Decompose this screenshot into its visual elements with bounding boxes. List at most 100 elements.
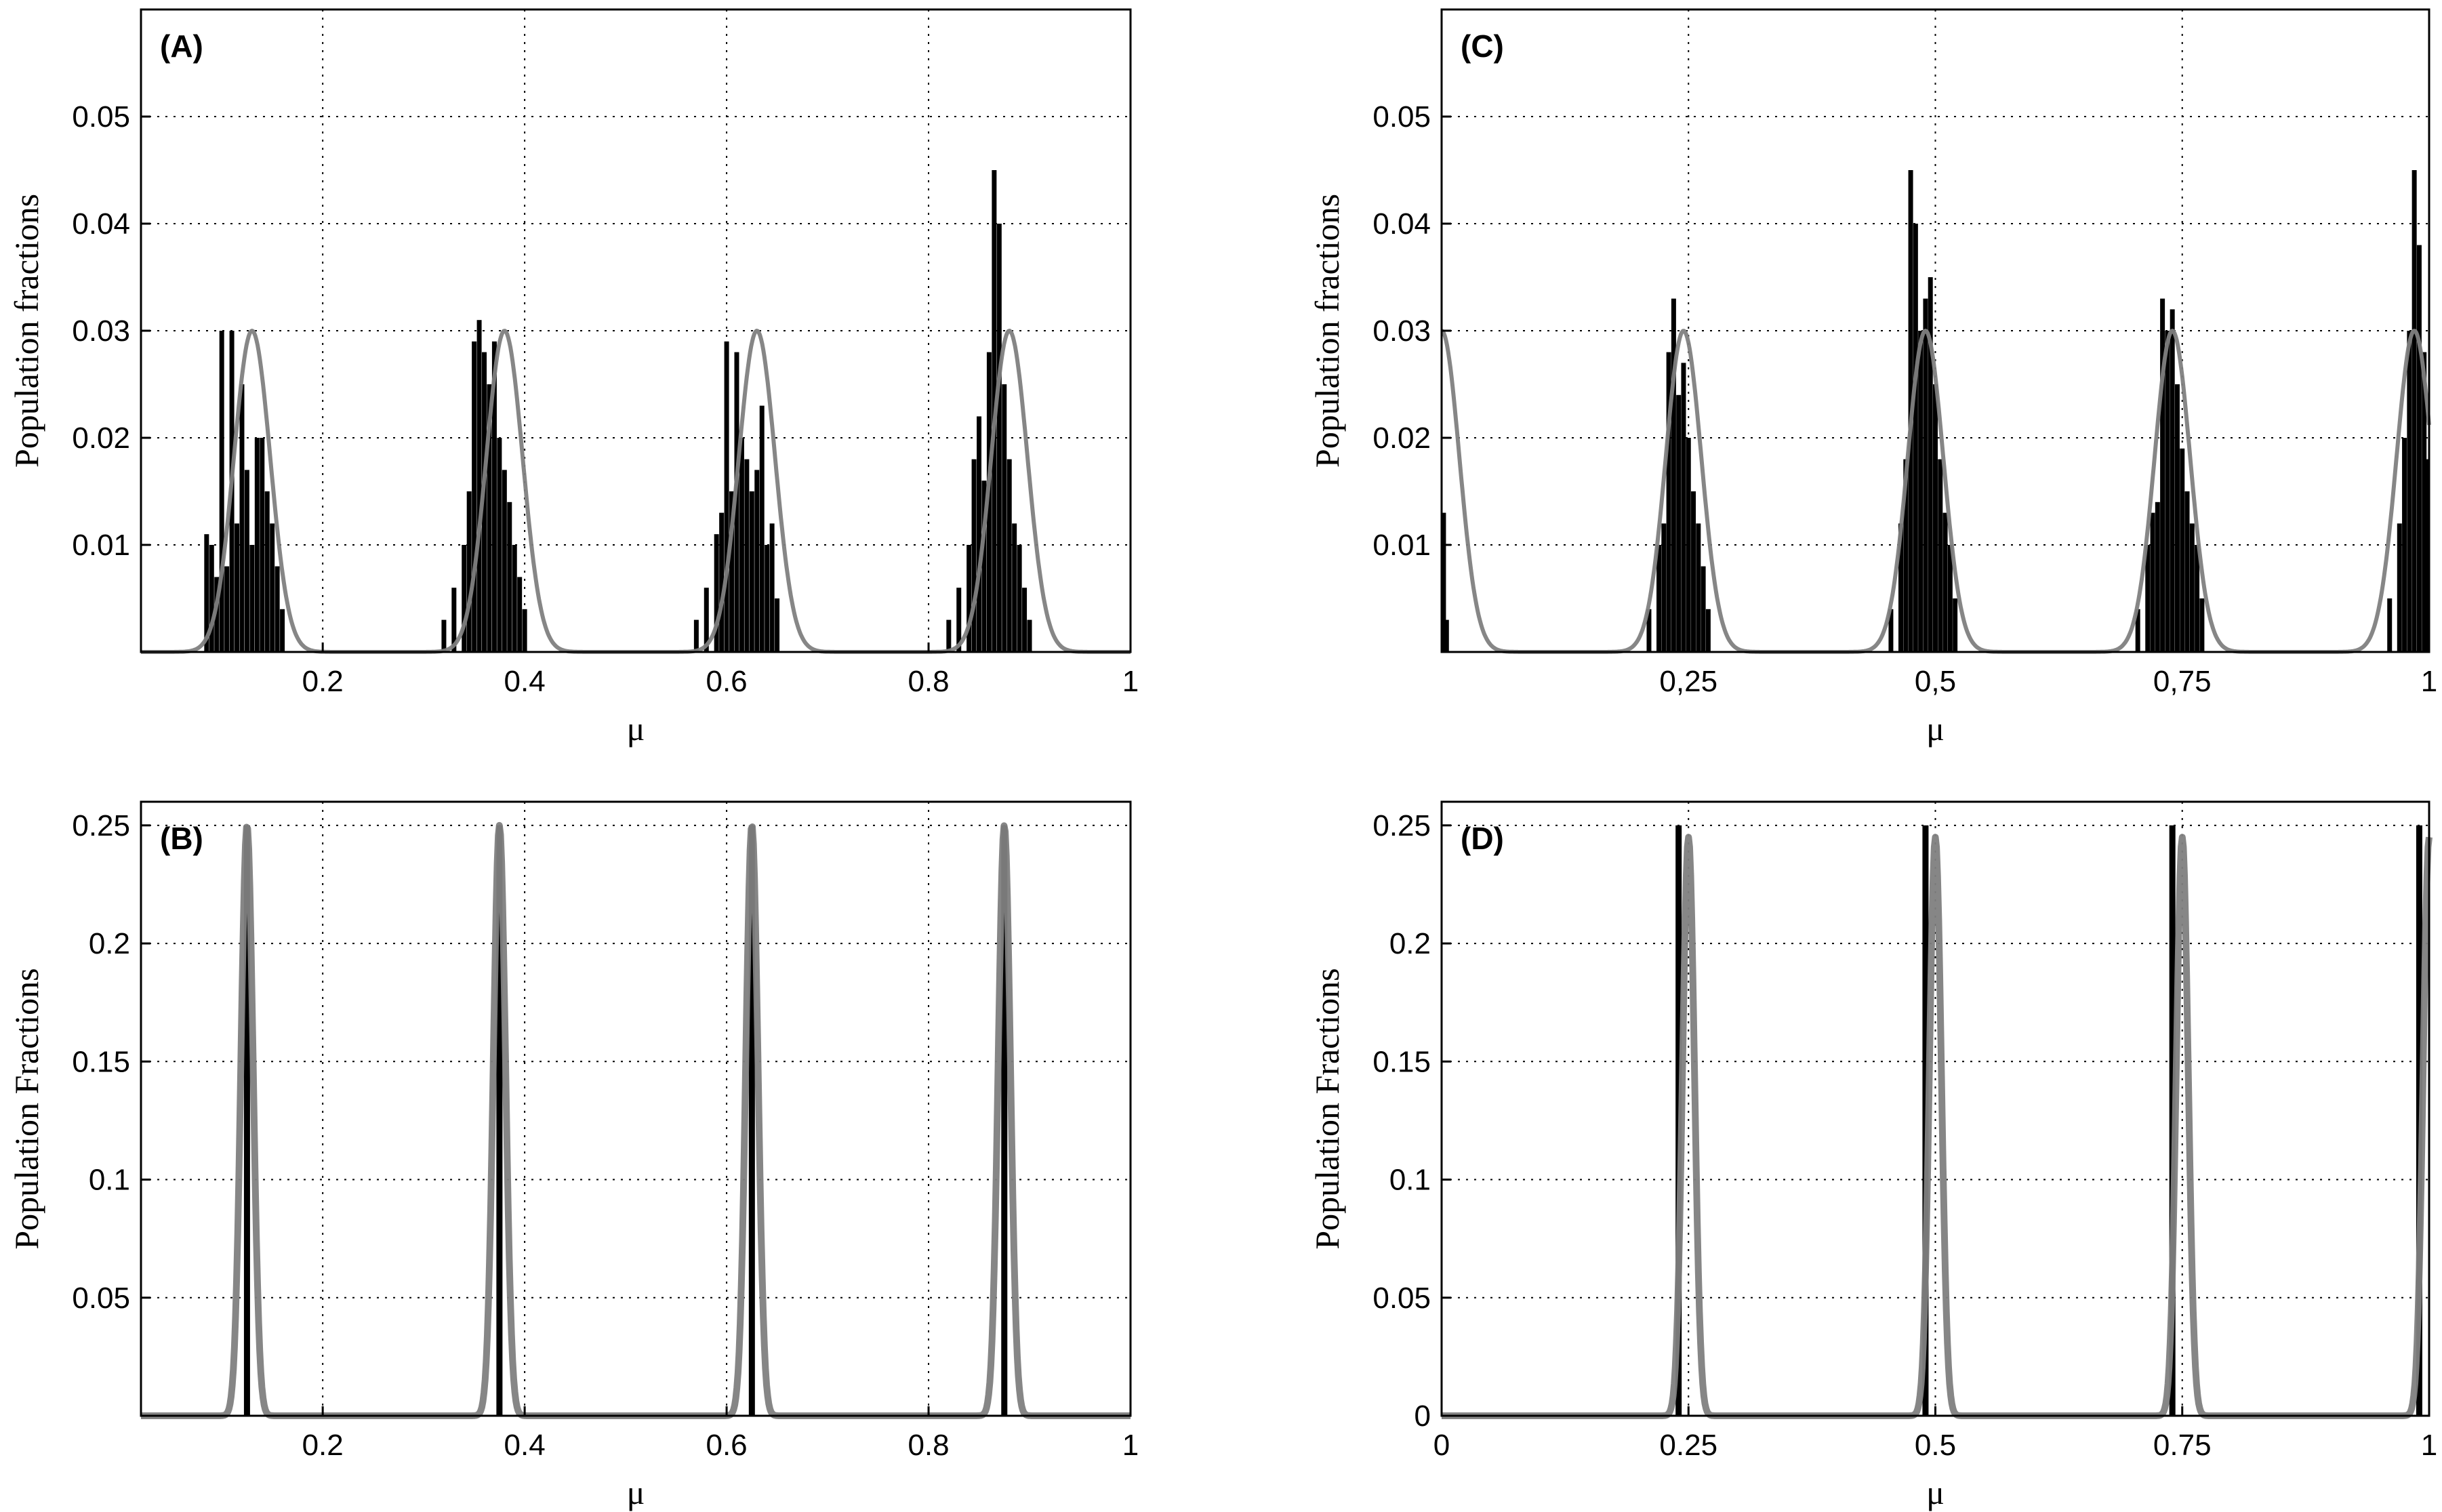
bar: [235, 523, 240, 652]
y-tick-label: 0.05: [1372, 100, 1431, 134]
y-tick-label: 0.02: [72, 422, 130, 455]
bar: [1701, 566, 1706, 652]
bar: [981, 481, 987, 652]
x-tick-label: 0,75: [2153, 665, 2212, 698]
bar: [244, 470, 249, 652]
bar: [1676, 394, 1682, 652]
bar: [209, 545, 214, 652]
bar: [219, 331, 224, 652]
bar: [280, 609, 285, 652]
x-tick-label: 0.8: [908, 1429, 949, 1462]
y-tick-label: 0.05: [72, 1282, 130, 1315]
bar: [204, 534, 209, 652]
bar: [1942, 512, 1948, 652]
bar: [2160, 298, 2165, 653]
bar: [734, 352, 739, 652]
y-tick-label: 0.04: [1372, 207, 1431, 241]
y-tick-label: 0.1: [1389, 1164, 1431, 1197]
bar: [1444, 619, 1449, 652]
chart-panel-0: 0.2 0.4 0.6 0.8 1 0.01 0.02 0.03 0.04 0.05 μ Popula…: [7, 8, 1139, 748]
bar: [482, 352, 487, 652]
bar: [270, 523, 275, 652]
bar: [739, 438, 744, 652]
y-tick-label: 0.15: [72, 1045, 130, 1078]
bar: [765, 545, 770, 652]
y-axis-label: Population fractions: [7, 194, 45, 468]
bar: [441, 619, 447, 652]
bar: [2407, 331, 2412, 652]
x-tick-label: 0.75: [2153, 1429, 2212, 1462]
bar: [487, 384, 492, 652]
x-tick-label: 0.6: [706, 1429, 747, 1462]
x-tick-label: 0.6: [706, 665, 747, 698]
bar: [1903, 459, 1909, 652]
bar: [748, 825, 755, 1416]
bar: [769, 523, 775, 652]
bar: [254, 438, 260, 652]
bar: [704, 588, 709, 652]
bar: [491, 341, 497, 652]
bar: [522, 609, 527, 652]
bar: [462, 545, 467, 652]
bar: [502, 470, 507, 652]
y-tick-label: 0.2: [1389, 927, 1431, 960]
x-tick-label: 1: [2421, 1429, 2437, 1462]
x-tick-label: 0.5: [1915, 1429, 1956, 1462]
x-tick-label: 1: [1122, 1429, 1139, 1462]
bar: [1696, 523, 1701, 652]
x-tick-label: 0,5: [1915, 665, 1956, 698]
bar: [2174, 384, 2180, 652]
bar: [2145, 545, 2151, 652]
bar: [2412, 170, 2417, 652]
bar: [1947, 545, 1953, 652]
bar: [2387, 598, 2393, 652]
bar: [971, 459, 977, 652]
bar: [512, 545, 517, 652]
bar: [1913, 224, 1918, 652]
bar: [496, 825, 503, 1416]
bar: [1656, 545, 1662, 652]
bar: [1027, 619, 1032, 652]
x-tick-label: 0,25: [1659, 665, 1717, 698]
bar: [1686, 438, 1691, 652]
y-tick-label: 0.05: [1372, 1282, 1431, 1315]
chart-panel-2: 0,25 0,5 0,75 1 0.01 0.02 0.03 0.04 0.05 μ Populat…: [1308, 8, 2437, 748]
bar: [1441, 512, 1446, 652]
x-tick-label: 0.4: [504, 1429, 546, 1462]
bar: [2397, 523, 2402, 652]
bar: [274, 566, 280, 652]
y-tick-label: 0.01: [1372, 529, 1431, 562]
bar: [2402, 438, 2407, 652]
bar: [1898, 523, 1904, 652]
bar: [1022, 588, 1027, 652]
bar: [977, 416, 982, 652]
bar: [693, 619, 699, 652]
bar: [754, 470, 760, 652]
bar: [1012, 523, 1017, 652]
y-tick-label: 0.03: [1372, 314, 1431, 348]
x-tick-label: 0: [1433, 1429, 1450, 1462]
y-axis-label: Population Fractions: [7, 968, 45, 1249]
panel-label: (D): [1461, 821, 1504, 856]
bar: [1646, 609, 1652, 652]
bar: [2150, 512, 2155, 652]
bar: [724, 341, 729, 652]
bar: [1017, 545, 1022, 652]
panel-label: (A): [160, 28, 203, 64]
bar: [1938, 459, 1943, 652]
bar: [744, 459, 750, 652]
y-tick-label: 0.05: [72, 100, 130, 134]
x-axis-label: μ: [627, 710, 645, 748]
bar: [239, 384, 245, 652]
bar: [476, 320, 482, 652]
y-tick-label: 0: [1415, 1399, 1431, 1433]
bar: [2165, 331, 2170, 652]
bar: [946, 619, 952, 652]
bar: [243, 825, 250, 1416]
x-tick-label: 0.8: [908, 665, 949, 698]
x-axis-label: μ: [1926, 710, 1945, 748]
y-tick-label: 0.04: [72, 207, 130, 241]
bar: [2416, 245, 2422, 653]
chart-panel-3: 0 0.25 0.5 0.75 1 0 0.05 0.1 0.15 0.2 0.25 μ Populat…: [1308, 800, 2437, 1511]
